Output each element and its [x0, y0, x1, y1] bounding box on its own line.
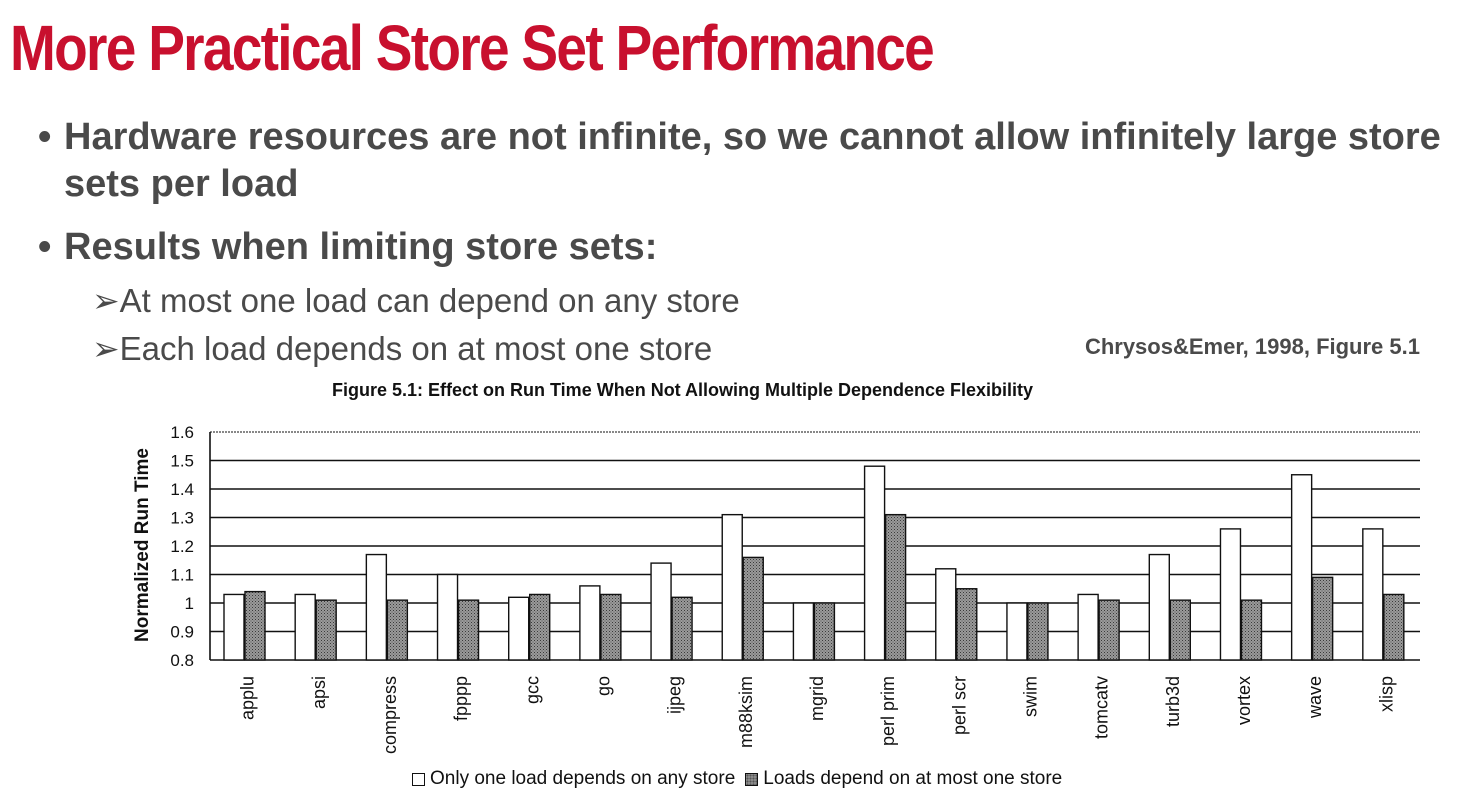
bar-series-2-go — [600, 593, 622, 661]
sub-bullet-marker: ➢ — [92, 330, 120, 367]
bar-series-2-turb3d — [1169, 599, 1191, 661]
x-tick-label: gcc — [522, 676, 542, 704]
bar-series-2-xlisp — [1383, 593, 1405, 661]
x-tick-label: perl prim — [878, 676, 898, 746]
x-tick-label: go — [593, 676, 613, 696]
bar-series-1-vortex — [1219, 528, 1242, 661]
x-tick-label: turb3d — [1163, 676, 1183, 727]
bar-series-2-m88ksim — [742, 556, 764, 661]
bar-chart: 1.6 1.5 1.4 1.3 1.2 1.1 1 0.9 0.8 applu apsi compr… — [132, 423, 1420, 754]
bullet-text: Hardware resources are not infinite, so … — [64, 116, 1441, 205]
slide-title: More Practical Store Set Performance — [10, 12, 935, 84]
legend-label-series-1: Only one load depends on any store — [430, 768, 736, 789]
bar-series-1-perl-scr — [935, 568, 957, 661]
sub-bullet-one-load: ➢At most one load can depend on any stor… — [92, 281, 740, 321]
x-axis-labels: applu apsi compress fpppp gcc go ijpeg m88ksim m… — [238, 676, 1397, 754]
y-tick-label: 1.5 — [170, 452, 194, 471]
y-tick-label: 1.1 — [170, 566, 194, 585]
bar-series-1-ijpeg — [650, 562, 672, 661]
bar-series-2-applu — [244, 590, 266, 661]
bar-series-1-swim — [1006, 602, 1028, 661]
bar-series-1-xlisp — [1362, 528, 1384, 661]
chart-legend: Only one load depends on any store Loads… — [412, 768, 1062, 790]
x-tick-label: mgrid — [807, 676, 827, 721]
sub-bullet-marker: ➢ — [92, 282, 120, 319]
bar-series-2-ijpeg — [671, 596, 693, 661]
y-axis-ticks: 1.6 1.5 1.4 1.3 1.2 1.1 1 0.9 0.8 — [170, 423, 194, 670]
bar-series-2-vortex — [1240, 599, 1263, 661]
bar-series-2-swim — [1027, 602, 1049, 661]
bullet-results: • Results when limiting store sets: — [38, 224, 1444, 271]
x-tick-label: tomcatv — [1092, 676, 1112, 739]
bar-series-2-perl-prim — [884, 513, 907, 661]
sub-bullet-text: Each load depends on at most one store — [119, 330, 713, 367]
legend-swatch-series-1 — [412, 772, 425, 786]
legend-swatch-series-2 — [745, 772, 759, 786]
x-tick-label: m88ksim — [736, 676, 756, 748]
bar-series-2-apsi — [315, 599, 337, 661]
x-tick-label: swim — [1021, 676, 1041, 717]
bar-series-1-mgrid — [792, 602, 815, 661]
x-tick-label: wave — [1305, 676, 1325, 719]
bar-series-1-apsi — [294, 593, 316, 661]
sub-bullet-text: At most one load can depend on any store — [119, 282, 740, 319]
bar-series-1-m88ksim — [721, 513, 743, 661]
bullet-marker: • — [38, 116, 52, 158]
x-tick-label: vortex — [1234, 676, 1254, 725]
y-tick-label: 1.6 — [170, 423, 194, 442]
bar-series-2-wave — [1311, 576, 1334, 661]
y-tick-label: 1 — [185, 594, 194, 613]
x-tick-label: apsi — [309, 676, 329, 709]
bar-series-1-gcc — [508, 596, 530, 661]
x-tick-label: perl scr — [949, 676, 969, 735]
citation: Chrysos&Emer, 1998, Figure 5.1 — [1084, 334, 1420, 359]
y-axis-label: Normalized Run Time — [132, 448, 153, 642]
bar-series-1-compress — [365, 553, 388, 661]
bar-series-1-perl-prim — [863, 465, 886, 661]
y-tick-label: 0.9 — [170, 623, 194, 642]
bar-series-1-wave — [1290, 474, 1313, 661]
bar-series-1-turb3d — [1148, 553, 1170, 661]
bar-series-2-compress — [386, 599, 409, 661]
bar-series-2-mgrid — [813, 602, 836, 661]
bar-series-2-gcc — [529, 593, 551, 661]
bar-series-1-go — [579, 585, 601, 661]
x-tick-label: compress — [380, 676, 400, 754]
sub-bullet-each-load: ➢Each load depends on at most one store — [92, 329, 712, 369]
bar-series-2-perl-scr — [956, 588, 978, 661]
legend-label-series-2: Loads depend on at most one store — [763, 768, 1063, 789]
bar-series-1-fpppp — [436, 573, 459, 661]
bullet-hardware-resources: • Hardware resources are not infinite, s… — [38, 114, 1444, 208]
bar-series-2-fpppp — [457, 599, 480, 661]
y-tick-label: 1.3 — [170, 509, 194, 528]
bullet-marker: • — [38, 226, 52, 268]
y-tick-label: 0.8 — [170, 651, 194, 670]
x-tick-label: fpppp — [451, 676, 471, 721]
x-tick-label: applu — [238, 676, 258, 720]
x-tick-label: ijpeg — [665, 676, 685, 714]
bars — [223, 465, 1405, 661]
bar-series-1-tomcatv — [1077, 593, 1099, 661]
bar-series-2-tomcatv — [1098, 599, 1120, 661]
bullet-text: Results when limiting store sets: — [64, 226, 658, 268]
x-tick-label: xlisp — [1376, 676, 1396, 712]
chart-title: Figure 5.1: Effect on Run Time When Not … — [332, 380, 1034, 400]
y-tick-label: 1.4 — [170, 480, 194, 499]
y-tick-label: 1.2 — [170, 537, 194, 556]
bar-series-1-applu — [223, 593, 245, 661]
